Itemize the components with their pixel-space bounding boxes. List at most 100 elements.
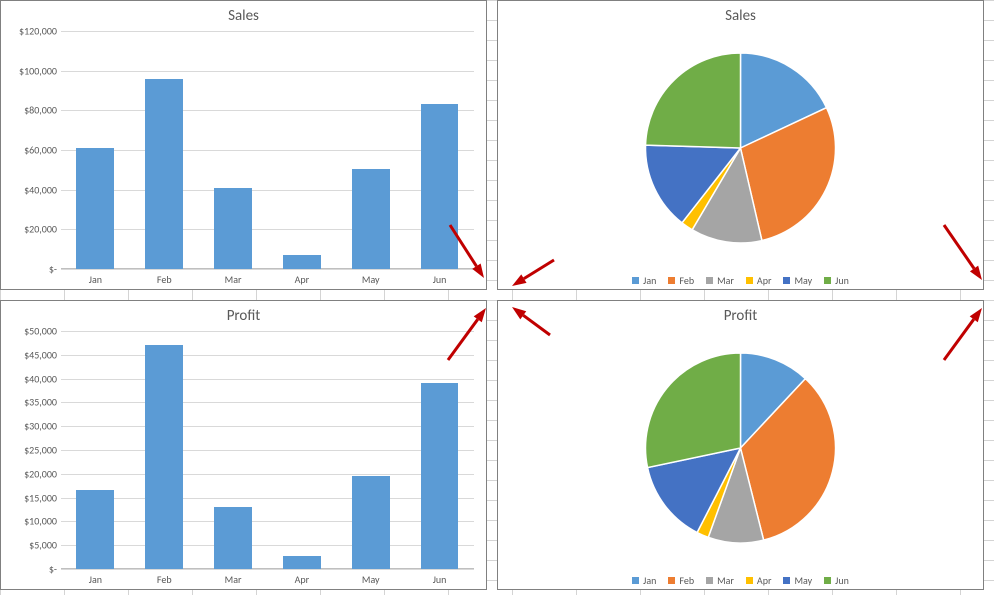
bar-feb (145, 345, 183, 569)
legend-item-jan: Jan (632, 274, 656, 287)
x-tick-label: Jan (89, 569, 102, 586)
x-tick-label: Apr (295, 569, 310, 586)
bar-feb (145, 79, 183, 269)
chart-title: Profit (1, 301, 486, 327)
y-tick-label: $45,000 (24, 348, 61, 361)
legend-label: Jun (835, 574, 849, 587)
bar-plot-area: $-$5,000$10,000$15,000$20,000$25,000$30,… (61, 331, 474, 569)
y-tick-label: $10,000 (24, 515, 61, 528)
legend-item-may: May (783, 574, 812, 587)
y-tick-label: $5,000 (29, 539, 61, 552)
gridline (61, 355, 474, 356)
x-tick-label: Mar (225, 269, 242, 286)
legend-label: Jan (643, 574, 656, 587)
bar-may (352, 169, 390, 269)
y-tick-label: $- (49, 263, 61, 276)
y-tick-label: $100,000 (19, 64, 61, 77)
bar-jan (76, 490, 114, 569)
y-tick-label: $40,000 (24, 372, 61, 385)
legend-swatch (824, 277, 831, 284)
bar-jun (421, 104, 459, 269)
gridline (61, 229, 474, 230)
x-tick-label: May (362, 269, 380, 286)
legend-label: May (794, 574, 812, 587)
gridline (61, 190, 474, 191)
legend-label: Mar (717, 574, 734, 587)
bar-jan (76, 148, 114, 269)
bar-plot-area: $-$20,000$40,000$60,000$80,000$100,000$1… (61, 31, 474, 269)
gridline (61, 426, 474, 427)
bar-apr (283, 255, 321, 269)
sales-bar-chart[interactable]: Sales $-$20,000$40,000$60,000$80,000$100,… (0, 0, 487, 290)
legend-label: Feb (679, 274, 694, 287)
x-tick-label: Jun (433, 269, 447, 286)
profit-bar-chart[interactable]: Profit $-$5,000$10,000$15,000$20,000$25,0… (0, 300, 487, 590)
legend-swatch (746, 277, 753, 284)
legend-item-mar: Mar (706, 574, 734, 587)
pie-legend: Jan Feb Mar Apr May Jun (498, 270, 983, 291)
y-tick-label: $15,000 (24, 491, 61, 504)
y-tick-label: $120,000 (19, 25, 61, 38)
legend-label: Mar (717, 274, 734, 287)
legend-item-feb: Feb (668, 574, 694, 587)
legend-swatch (824, 577, 831, 584)
x-tick-label: Mar (225, 569, 242, 586)
x-tick-label: May (362, 569, 380, 586)
x-tick-label: Jun (433, 569, 447, 586)
legend-label: Apr (757, 274, 772, 287)
y-tick-label: $20,000 (24, 223, 61, 236)
bar-jun (421, 383, 459, 569)
y-tick-label: $80,000 (24, 104, 61, 117)
baseline (61, 268, 474, 269)
y-tick-label: $30,000 (24, 420, 61, 433)
x-tick-label: Apr (295, 269, 310, 286)
legend-item-apr: Apr (746, 274, 772, 287)
bar-mar (214, 188, 252, 269)
profit-pie-chart[interactable]: Profit Jan Feb Mar Apr May Jun (497, 300, 984, 590)
gridline (61, 150, 474, 151)
legend-label: Jan (643, 274, 656, 287)
legend-swatch (783, 277, 790, 284)
legend-swatch (668, 577, 675, 584)
gridline (61, 31, 474, 32)
gridline (61, 521, 474, 522)
gridline (61, 545, 474, 546)
legend-swatch (746, 577, 753, 584)
y-tick-label: $35,000 (24, 396, 61, 409)
legend-label: Feb (679, 574, 694, 587)
legend-label: Jun (835, 274, 849, 287)
pie-plot-area (498, 327, 983, 565)
bar-may (352, 476, 390, 569)
sales-pie-chart[interactable]: Sales Jan Feb Mar Apr May Jun (497, 0, 984, 290)
y-tick-label: $20,000 (24, 467, 61, 480)
y-tick-label: $25,000 (24, 444, 61, 457)
legend-item-feb: Feb (668, 274, 694, 287)
x-tick-label: Feb (157, 569, 172, 586)
gridline (61, 569, 474, 570)
bar-apr (283, 556, 321, 569)
legend-label: Apr (757, 574, 772, 587)
legend-item-apr: Apr (746, 574, 772, 587)
gridline (61, 269, 474, 270)
legend-item-jan: Jan (632, 574, 656, 587)
x-tick-label: Jan (89, 269, 102, 286)
legend-label: May (794, 274, 812, 287)
gridline (61, 71, 474, 72)
legend-swatch (668, 277, 675, 284)
baseline (61, 568, 474, 569)
pie-slice-jun (646, 353, 741, 468)
legend-item-jun: Jun (824, 574, 849, 587)
legend-item-mar: Mar (706, 274, 734, 287)
bar-mar (214, 507, 252, 569)
gridline (61, 110, 474, 111)
y-tick-label: $50,000 (24, 325, 61, 338)
chart-title: Profit (498, 301, 983, 327)
chart-title: Sales (1, 1, 486, 27)
gridline (61, 450, 474, 451)
legend-swatch (706, 277, 713, 284)
pie-legend: Jan Feb Mar Apr May Jun (498, 570, 983, 591)
gridline (61, 379, 474, 380)
legend-swatch (706, 577, 713, 584)
pie-plot-area (498, 27, 983, 265)
chart-title: Sales (498, 1, 983, 27)
